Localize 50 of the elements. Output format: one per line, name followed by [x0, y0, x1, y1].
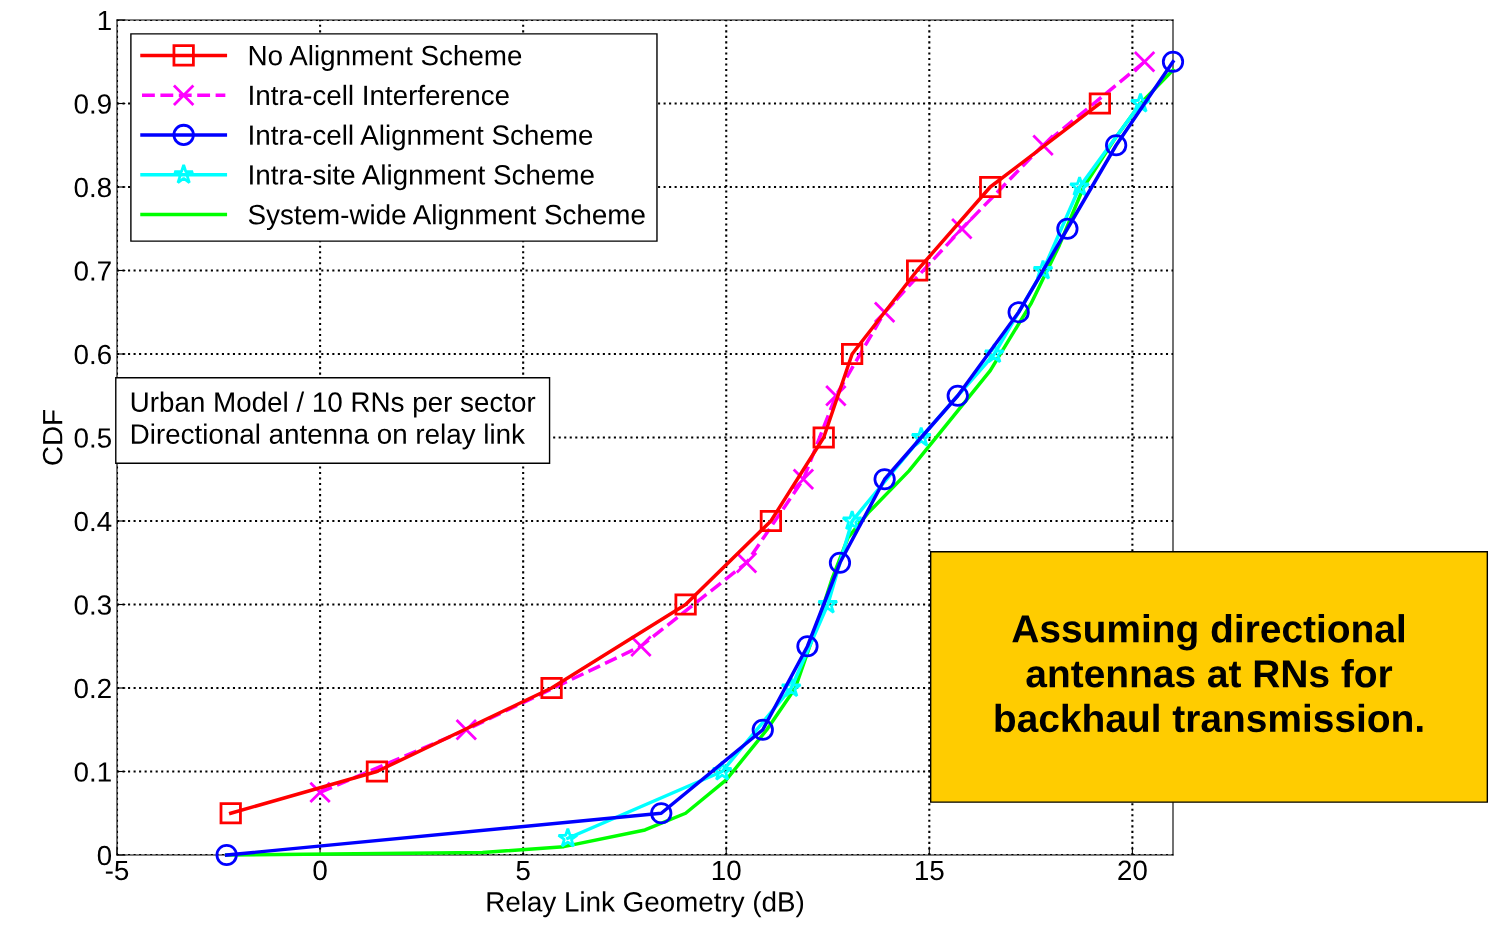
point — [1161, 50, 1185, 73]
y-tick-label: 0.7 — [74, 261, 111, 281]
x-tick-label: 20 — [1118, 860, 1147, 881]
point — [365, 760, 389, 783]
x-tick-label: 0 — [313, 860, 327, 881]
annotation: Urban Model / 10 RNs per sector Directional antenna on relay link — [131, 391, 536, 450]
y-axis-title: CDF — [42, 410, 63, 465]
point — [796, 635, 819, 658]
point — [1007, 301, 1030, 324]
y-tick-label: 0.3 — [74, 595, 111, 615]
legend-label: System-wide Alignment Scheme — [248, 204, 645, 231]
point — [219, 802, 242, 825]
legend-label: Intra-cell Interference — [250, 84, 509, 106]
annotation: Assuming directional antennas at RNs for backhaul transmission. — [995, 614, 1423, 733]
point — [906, 259, 929, 282]
y-tick-label: 0.1 — [74, 762, 111, 782]
point — [1068, 175, 1091, 197]
point — [650, 802, 673, 825]
point — [1088, 92, 1111, 115]
y-tick-label: 0.5 — [74, 428, 111, 448]
point — [946, 384, 969, 407]
point — [557, 827, 579, 848]
y-tick-label: 0.6 — [74, 344, 111, 365]
point — [841, 342, 864, 366]
point — [841, 509, 863, 531]
y-tick-label: 1 — [98, 10, 111, 31]
point — [1133, 50, 1156, 73]
point — [979, 175, 1002, 199]
x-tick-label: 5 — [516, 860, 530, 881]
y-tick-label: 0.2 — [74, 678, 111, 699]
x-tick-label: 15 — [915, 860, 944, 881]
point — [540, 676, 563, 700]
y-tick-label: 0.4 — [74, 511, 112, 532]
point — [215, 843, 238, 867]
legend-label: Intra-site Alignment Scheme — [250, 164, 594, 191]
legend-label: No Alignment Scheme — [249, 45, 522, 71]
legend-label: Intra-cell Alignment Scheme — [250, 124, 593, 151]
point — [1105, 134, 1128, 157]
x-tick-label: 10 — [712, 860, 741, 881]
point — [759, 509, 783, 533]
point — [674, 593, 697, 616]
y-tick-label: 0.9 — [74, 94, 111, 114]
x-axis-title: Relay Link Geometry (dB) — [487, 891, 804, 918]
y-tick-label: 0.8 — [74, 177, 111, 198]
point — [1056, 217, 1079, 240]
point — [828, 551, 852, 574]
point — [812, 426, 835, 449]
point — [735, 551, 758, 574]
point — [751, 718, 774, 741]
point — [873, 468, 896, 491]
